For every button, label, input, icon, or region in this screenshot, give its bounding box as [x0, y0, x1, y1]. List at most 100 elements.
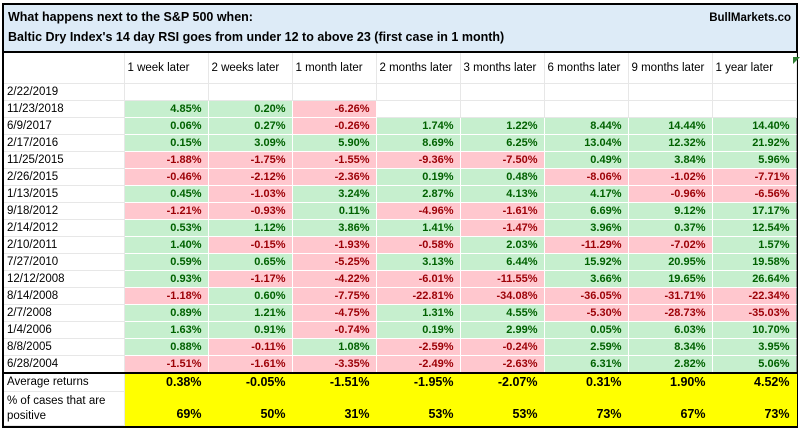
summary-value-cell[interactable]: 31%: [292, 391, 377, 427]
return-value-cell[interactable]: -11.55%: [460, 270, 545, 289]
date-cell[interactable]: 8/14/2008: [4, 287, 125, 306]
summary-value-cell[interactable]: -1.95%: [376, 371, 461, 393]
column-header[interactable]: 2 weeks later: [208, 53, 293, 85]
return-value-cell[interactable]: 3.13%: [376, 253, 461, 272]
return-value-cell[interactable]: [376, 100, 461, 119]
return-value-cell[interactable]: 26.64%: [712, 270, 797, 289]
return-value-cell[interactable]: 0.15%: [124, 134, 209, 153]
column-header[interactable]: 1 year later: [712, 53, 797, 85]
return-value-cell[interactable]: -1.17%: [208, 270, 293, 289]
column-header[interactable]: 1 week later: [124, 53, 209, 85]
summary-value-cell[interactable]: 1.90%: [628, 371, 713, 393]
return-value-cell[interactable]: 1.31%: [376, 304, 461, 323]
return-value-cell[interactable]: 1.21%: [208, 304, 293, 323]
return-value-cell[interactable]: 0.48%: [460, 168, 545, 187]
return-value-cell[interactable]: -7.50%: [460, 151, 545, 170]
return-value-cell[interactable]: -22.34%: [712, 287, 797, 306]
return-value-cell[interactable]: -1.02%: [628, 168, 713, 187]
return-value-cell[interactable]: -0.15%: [208, 236, 293, 255]
return-value-cell[interactable]: 1.63%: [124, 321, 209, 340]
return-value-cell[interactable]: -6.26%: [292, 100, 377, 119]
return-value-cell[interactable]: 12.32%: [628, 134, 713, 153]
return-value-cell[interactable]: 1.41%: [376, 219, 461, 238]
return-value-cell[interactable]: [460, 83, 545, 102]
return-value-cell[interactable]: 0.20%: [208, 100, 293, 119]
return-value-cell[interactable]: 9.12%: [628, 202, 713, 221]
return-value-cell[interactable]: -35.03%: [712, 304, 797, 323]
return-value-cell[interactable]: -2.59%: [376, 338, 461, 357]
return-value-cell[interactable]: 6.44%: [460, 253, 545, 272]
return-value-cell[interactable]: 4.55%: [460, 304, 545, 323]
return-value-cell[interactable]: -11.29%: [544, 236, 629, 255]
return-value-cell[interactable]: 6.25%: [460, 134, 545, 153]
return-value-cell[interactable]: -0.58%: [376, 236, 461, 255]
return-value-cell[interactable]: 14.40%: [712, 117, 797, 136]
return-value-cell[interactable]: -6.01%: [376, 270, 461, 289]
return-value-cell[interactable]: 3.95%: [712, 338, 797, 357]
return-value-cell[interactable]: -4.75%: [292, 304, 377, 323]
return-value-cell[interactable]: -28.73%: [628, 304, 713, 323]
return-value-cell[interactable]: -4.22%: [292, 270, 377, 289]
return-value-cell[interactable]: -36.05%: [544, 287, 629, 306]
return-value-cell[interactable]: 5.06%: [712, 355, 797, 374]
return-value-cell[interactable]: -1.61%: [460, 202, 545, 221]
summary-label-cell[interactable]: Average returns: [4, 371, 125, 393]
corner-cell[interactable]: [4, 53, 125, 85]
return-value-cell[interactable]: -0.46%: [124, 168, 209, 187]
return-value-cell[interactable]: 1.40%: [124, 236, 209, 255]
return-value-cell[interactable]: -8.06%: [544, 168, 629, 187]
return-value-cell[interactable]: 20.95%: [628, 253, 713, 272]
summary-value-cell[interactable]: 0.38%: [124, 371, 209, 393]
return-value-cell[interactable]: 1.08%: [292, 338, 377, 357]
return-value-cell[interactable]: 1.57%: [712, 236, 797, 255]
return-value-cell[interactable]: 0.37%: [628, 219, 713, 238]
return-value-cell[interactable]: 0.91%: [208, 321, 293, 340]
return-value-cell[interactable]: [292, 83, 377, 102]
return-value-cell[interactable]: 3.66%: [544, 270, 629, 289]
return-value-cell[interactable]: -1.75%: [208, 151, 293, 170]
return-value-cell[interactable]: -1.61%: [208, 355, 293, 374]
date-cell[interactable]: 8/8/2005: [4, 338, 125, 357]
return-value-cell[interactable]: 3.09%: [208, 134, 293, 153]
return-value-cell[interactable]: 4.85%: [124, 100, 209, 119]
summary-value-cell[interactable]: 73%: [712, 391, 797, 427]
summary-value-cell[interactable]: 53%: [460, 391, 545, 427]
return-value-cell[interactable]: [628, 100, 713, 119]
summary-value-cell[interactable]: 53%: [376, 391, 461, 427]
return-value-cell[interactable]: 4.13%: [460, 185, 545, 204]
return-value-cell[interactable]: -31.71%: [628, 287, 713, 306]
return-value-cell[interactable]: 0.49%: [544, 151, 629, 170]
return-value-cell[interactable]: 1.74%: [376, 117, 461, 136]
return-value-cell[interactable]: -2.63%: [460, 355, 545, 374]
return-value-cell[interactable]: 2.87%: [376, 185, 461, 204]
return-value-cell[interactable]: 6.69%: [544, 202, 629, 221]
return-value-cell[interactable]: 14.44%: [628, 117, 713, 136]
return-value-cell[interactable]: 1.12%: [208, 219, 293, 238]
return-value-cell[interactable]: -0.11%: [208, 338, 293, 357]
return-value-cell[interactable]: 0.05%: [544, 321, 629, 340]
return-value-cell[interactable]: 19.65%: [628, 270, 713, 289]
return-value-cell[interactable]: [628, 83, 713, 102]
return-value-cell[interactable]: [544, 83, 629, 102]
return-value-cell[interactable]: -0.96%: [628, 185, 713, 204]
return-value-cell[interactable]: -34.08%: [460, 287, 545, 306]
return-value-cell[interactable]: 0.88%: [124, 338, 209, 357]
return-value-cell[interactable]: [124, 83, 209, 102]
return-value-cell[interactable]: -1.55%: [292, 151, 377, 170]
date-cell[interactable]: 1/4/2006: [4, 321, 125, 340]
return-value-cell[interactable]: [712, 83, 797, 102]
summary-label-cell[interactable]: % of cases that are positive: [4, 391, 125, 427]
return-value-cell[interactable]: 0.19%: [376, 168, 461, 187]
return-value-cell[interactable]: -3.35%: [292, 355, 377, 374]
return-value-cell[interactable]: 3.84%: [628, 151, 713, 170]
return-value-cell[interactable]: -9.36%: [376, 151, 461, 170]
return-value-cell[interactable]: 8.34%: [628, 338, 713, 357]
return-value-cell[interactable]: -1.03%: [208, 185, 293, 204]
summary-value-cell[interactable]: 50%: [208, 391, 293, 427]
return-value-cell[interactable]: 0.06%: [124, 117, 209, 136]
date-cell[interactable]: 2/17/2016: [4, 134, 125, 153]
date-cell[interactable]: 2/26/2015: [4, 168, 125, 187]
column-header[interactable]: 3 months later: [460, 53, 545, 85]
return-value-cell[interactable]: 10.70%: [712, 321, 797, 340]
return-value-cell[interactable]: -0.24%: [460, 338, 545, 357]
